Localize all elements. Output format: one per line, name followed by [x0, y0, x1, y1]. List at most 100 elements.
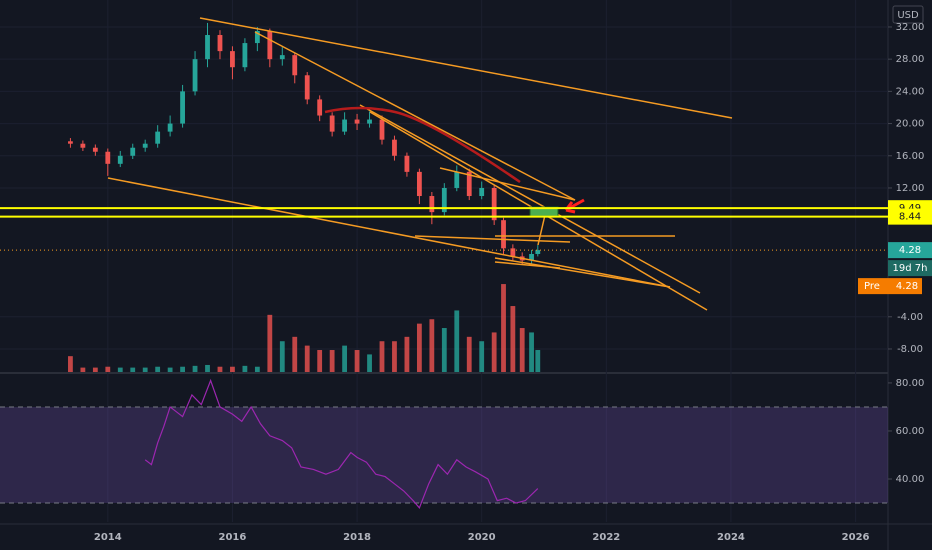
y-tick-label: 12.00: [896, 183, 925, 194]
volume-bar: [379, 341, 385, 372]
candle-body: [279, 55, 285, 60]
moving-average: [324, 106, 521, 184]
volume-bar: [68, 356, 73, 372]
x-tick-label: 2014: [94, 532, 122, 543]
y-tick-label: 40.00: [896, 474, 925, 485]
price-pane: [0, 0, 888, 522]
candle-body: [392, 139, 397, 156]
y-tick-label: 16.00: [896, 151, 925, 162]
candle-body: [454, 171, 460, 188]
candle-body: [441, 187, 447, 213]
y-tick-label: 60.00: [896, 426, 925, 437]
candle-body: [466, 171, 472, 197]
candle-body: [304, 75, 310, 100]
candle-body: [80, 143, 86, 148]
pre-box: [858, 278, 922, 295]
candle-body: [479, 187, 485, 197]
candle-body: [167, 123, 173, 132]
candle-body: [192, 59, 198, 92]
currency-box: [892, 5, 924, 24]
candle-body: [342, 119, 348, 132]
volume-bar: [117, 367, 123, 372]
volume-bar: [205, 364, 210, 372]
volume-bar: [416, 323, 422, 372]
candle-body: [501, 220, 506, 249]
volume-bar: [429, 319, 435, 372]
volume-bar: [105, 366, 111, 372]
volume-bar: [510, 306, 516, 372]
volume-bar: [354, 350, 360, 372]
volume-bar: [491, 332, 497, 372]
x-tick-label: 2026: [842, 532, 870, 543]
candle-body: [367, 119, 372, 124]
candle-body: [180, 91, 185, 124]
trend-line: [439, 167, 576, 201]
x-tick-label: 2022: [592, 532, 620, 543]
candle-body: [92, 147, 98, 152]
volume-bar: [80, 367, 86, 372]
y-tick-label: 20.00: [896, 119, 925, 130]
candle-body: [379, 119, 385, 140]
volume-bar: [130, 367, 136, 372]
last-price-box: [888, 242, 932, 259]
x-tick-label: 2020: [468, 532, 496, 543]
candle-body: [535, 250, 541, 254]
candle-body: [230, 51, 235, 68]
trend-line: [414, 235, 571, 243]
candle-body: [267, 30, 273, 60]
volume-bar: [279, 341, 285, 372]
candle-body: [429, 196, 435, 213]
volume-bar: [180, 366, 185, 372]
y-tick-label: -4.00: [897, 312, 923, 323]
trend-line: [199, 17, 733, 119]
candle-body: [68, 141, 73, 144]
candle-body: [130, 147, 136, 156]
rsi-band: [0, 406, 888, 504]
last-price: 4.28: [899, 245, 921, 256]
volume-bar: [230, 366, 235, 372]
trend-line: [359, 104, 701, 294]
candle-body: [105, 151, 111, 164]
candle-body: [510, 248, 516, 257]
volume-bar: [501, 284, 506, 372]
candle-body: [254, 30, 260, 44]
volume-bar: [267, 314, 273, 372]
candle-body: [529, 253, 534, 261]
countdown-box: [888, 260, 932, 277]
y-tick-label: 24.00: [896, 86, 925, 97]
volume-bar: [167, 367, 173, 372]
volume-bar: [92, 367, 98, 372]
x-tick-label: 2016: [219, 532, 247, 543]
volume-bar: [466, 336, 472, 372]
volume-bar: [317, 350, 323, 372]
y-tick-label: 28.00: [896, 54, 925, 65]
volume-bar: [342, 345, 348, 372]
y-tick-label: 80.00: [896, 378, 925, 389]
countdown: 19d 7h: [893, 263, 928, 274]
x-tick-label: 2024: [717, 532, 745, 543]
currency: USD: [897, 10, 919, 21]
volume-bar: [155, 366, 161, 372]
pre-label: Pre: [864, 281, 880, 292]
candle-body: [317, 99, 323, 116]
volume-bar: [392, 341, 397, 372]
volume-bar: [304, 345, 310, 372]
volume-bar: [142, 367, 148, 372]
volume-bar: [367, 354, 372, 372]
volume-bar: [519, 328, 525, 372]
candle-body: [155, 131, 161, 144]
level-label-box: [888, 208, 932, 225]
volume-bar: [254, 366, 260, 372]
volume-bar: [217, 366, 223, 372]
candle-body: [292, 55, 298, 76]
volume-bar: [242, 365, 248, 372]
volume-bar: [292, 336, 298, 372]
volume-bar: [441, 328, 447, 372]
pre-price: 4.28: [896, 281, 918, 292]
level-label: 8.44: [899, 212, 921, 223]
volume-bar: [404, 336, 410, 372]
volume-bar: [192, 365, 198, 372]
candle-body: [217, 35, 223, 52]
candle-body: [117, 155, 123, 164]
volume-bar: [454, 310, 460, 372]
